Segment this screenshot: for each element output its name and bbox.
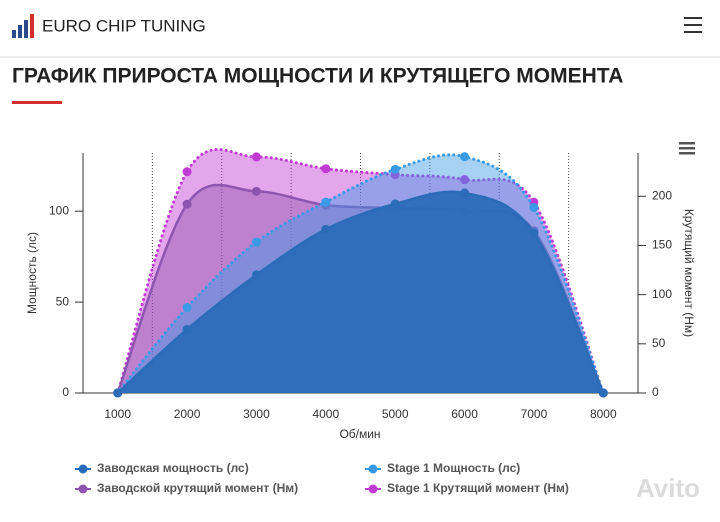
y2-axis-title: Крутящий момент (Нм) — [682, 209, 696, 337]
data-point — [251, 152, 261, 162]
y2-tick-label: 200 — [652, 188, 672, 202]
y2-tick-label: 150 — [652, 238, 672, 252]
legend-item[interactable]: Заводской крутящий момент (Нм) — [75, 481, 298, 495]
page-title: ГРАФИК ПРИРОСТА МОЩНОСТИ И КРУТЯЩЕГО МОМ… — [12, 65, 623, 88]
data-point — [182, 199, 192, 209]
logo-icon — [12, 14, 34, 38]
series-area — [117, 191, 604, 393]
legend-marker — [78, 484, 88, 494]
legend-item[interactable]: Stage 1 Мощность (лс) — [365, 461, 520, 475]
data-point — [321, 224, 331, 234]
data-point — [321, 197, 331, 207]
menu-button[interactable] — [684, 17, 702, 33]
x-tick-label: 5000 — [382, 407, 409, 421]
chart-menu[interactable] — [679, 142, 695, 155]
data-point — [460, 175, 470, 185]
y2-tick-label: 0 — [652, 385, 659, 399]
x-tick-label: 4000 — [312, 407, 339, 421]
legend-item[interactable]: Stage 1 Крутящий момент (Нм) — [365, 481, 569, 495]
y2-tick-label: 50 — [652, 336, 666, 350]
data-point — [251, 237, 261, 247]
x-axis-title: Об/мин — [339, 427, 380, 441]
legend-label: Заводская мощность (лс) — [97, 461, 249, 475]
x-tick-label: 3000 — [243, 407, 270, 421]
data-point — [529, 228, 539, 238]
legend-label: Stage 1 Мощность (лс) — [387, 461, 520, 475]
title-underline — [12, 101, 62, 104]
legend-item[interactable]: Заводская мощность (лс) — [75, 461, 249, 475]
data-point — [321, 164, 331, 174]
data-point — [182, 324, 192, 334]
data-point — [390, 199, 400, 209]
data-point — [251, 186, 261, 196]
data-point — [390, 164, 400, 174]
series-line — [116, 148, 605, 395]
logo-text[interactable]: EURO CHIP TUNING — [42, 16, 206, 35]
data-point — [251, 270, 261, 280]
series-line — [116, 190, 605, 395]
legend-label: Stage 1 Крутящий момент (Нм) — [387, 481, 569, 495]
data-point — [460, 152, 470, 162]
y-tick-label: 50 — [56, 294, 70, 308]
legend-marker — [368, 464, 378, 474]
data-point — [182, 303, 192, 313]
watermark: Avito — [636, 473, 700, 503]
data-point — [460, 188, 470, 198]
y-tick-label: 0 — [62, 385, 69, 399]
x-tick-label: 8000 — [590, 407, 617, 421]
data-point — [113, 388, 123, 398]
data-point — [182, 167, 192, 177]
legend-marker — [78, 464, 88, 474]
legend-marker — [368, 484, 378, 494]
legend-label: Заводской крутящий момент (Нм) — [97, 481, 298, 495]
x-tick-label: 7000 — [521, 407, 548, 421]
x-tick-label: 1000 — [104, 407, 131, 421]
y2-tick-label: 100 — [652, 287, 672, 301]
x-tick-label: 2000 — [174, 407, 201, 421]
x-tick-label: 6000 — [451, 407, 478, 421]
data-point — [598, 388, 608, 398]
y-axis-title: Мощность (лс) — [25, 232, 39, 314]
y-tick-label: 100 — [49, 203, 69, 217]
data-point — [529, 203, 539, 213]
series-line — [116, 153, 605, 395]
